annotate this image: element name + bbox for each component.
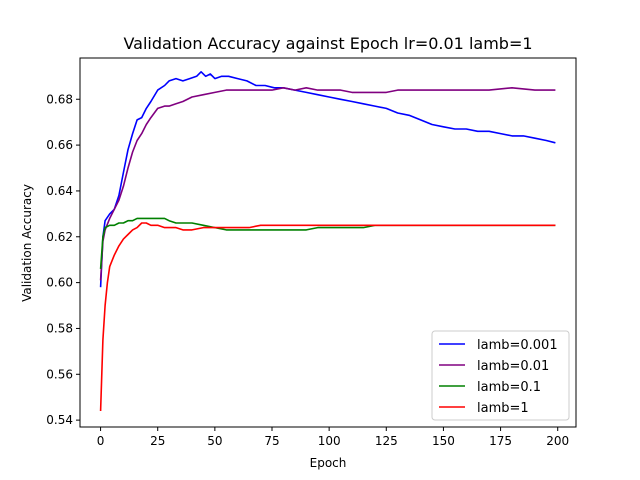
y-tick-label: 0.54	[46, 413, 73, 427]
legend-entry: lamb=0.1	[477, 380, 541, 395]
chart-title: Validation Accuracy against Epoch lr=0.0…	[123, 34, 532, 53]
x-tick-label: 50	[207, 434, 222, 448]
legend-entry: lamb=0.01	[477, 359, 549, 374]
x-tick-label: 200	[546, 434, 569, 448]
x-tick-label: 25	[150, 434, 165, 448]
x-tick-label: 150	[432, 434, 455, 448]
y-tick-label: 0.62	[46, 230, 73, 244]
series-line-4	[99, 222, 556, 412]
y-tick-label: 0.60	[46, 276, 73, 290]
legend-box	[431, 330, 570, 421]
y-tick-label: 0.66	[46, 138, 73, 152]
x-axis-label: Epoch	[310, 456, 347, 470]
y-tick-label: 0.56	[46, 367, 73, 381]
x-tick-label: 0	[97, 434, 105, 448]
x-tick-label: 175	[489, 434, 512, 448]
x-tick-label: 125	[375, 434, 398, 448]
series-layer	[99, 71, 556, 412]
legend: lamb=0.001 lamb=0.01 lamb=0.1 lamb=1	[431, 330, 570, 421]
y-axis: 0.54 0.56 0.58 0.60 0.62 0.64 0.66 0.68	[46, 92, 80, 427]
x-axis: 0 25 50 75 100 125 150 175 200	[97, 427, 569, 448]
x-tick-label: 100	[318, 434, 341, 448]
y-tick-label: 0.68	[46, 92, 73, 106]
plot-frame	[79, 57, 577, 428]
series-line-1	[99, 71, 556, 288]
series-line-2	[99, 87, 556, 281]
y-tick-label: 0.58	[46, 321, 73, 335]
y-tick-label: 0.64	[46, 184, 73, 198]
y-axis-label: Validation Accuracy	[20, 184, 34, 302]
x-tick-label: 75	[264, 434, 279, 448]
legend-entry: lamb=0.001	[477, 338, 558, 353]
legend-entry: lamb=1	[477, 401, 529, 416]
